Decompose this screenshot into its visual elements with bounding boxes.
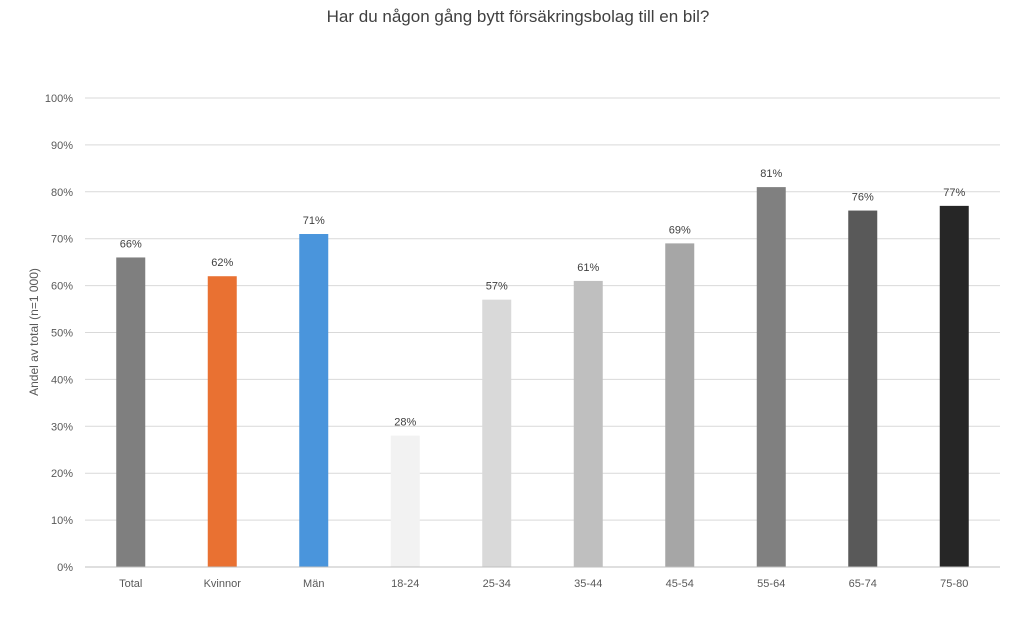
y-tick-label: 30%: [51, 421, 73, 433]
y-tick-label: 50%: [51, 328, 73, 340]
data-label: 69%: [669, 224, 691, 236]
y-tick-label: 90%: [51, 140, 73, 152]
y-tick-label: 10%: [51, 515, 73, 527]
data-label: 61%: [577, 262, 599, 274]
x-tick-label: 45-54: [666, 578, 694, 590]
y-tick-label: 60%: [51, 281, 73, 293]
x-tick-label: 25-34: [483, 578, 511, 590]
x-tick-label: Kvinnor: [204, 578, 242, 590]
x-tick-label: Män: [303, 578, 324, 590]
x-tick-label: 18-24: [391, 578, 419, 590]
x-tick-label: 65-74: [849, 578, 877, 590]
chart-title: Har du någon gång bytt försäkringsbolag …: [327, 7, 710, 26]
data-label: 71%: [303, 215, 325, 227]
y-axis-label: Andel av total (n=1 000): [27, 268, 41, 396]
bar: [573, 280, 603, 567]
data-label: 66%: [120, 238, 142, 250]
bar: [665, 243, 695, 567]
bar: [390, 435, 420, 567]
bar: [482, 299, 512, 567]
data-label: 81%: [760, 168, 782, 180]
bars: [116, 187, 969, 568]
y-tick-label: 100%: [45, 93, 73, 105]
x-tick-label: 55-64: [757, 578, 785, 590]
data-label: 76%: [852, 192, 874, 204]
data-label: 77%: [943, 187, 965, 199]
bar: [299, 234, 329, 567]
x-axis-ticks: Total Kvinnor Män 18-24 25-34 35-44 45-54 55-64…: [119, 578, 968, 590]
x-tick-label: Total: [119, 578, 142, 590]
x-tick-label: 35-44: [574, 578, 602, 590]
bar: [848, 210, 878, 567]
data-label: 57%: [486, 281, 508, 293]
data-label: 28%: [394, 417, 416, 429]
y-tick-label: 70%: [51, 234, 73, 246]
y-tick-label: 0%: [57, 562, 73, 574]
data-labels: 66% 62% 71% 28% 57% 61% 69% 81% 76% 77%: [120, 168, 966, 429]
bar: [116, 257, 146, 567]
x-tick-label: 75-80: [940, 578, 968, 590]
data-label: 62%: [211, 257, 233, 269]
y-tick-label: 80%: [51, 187, 73, 199]
bar: [939, 205, 969, 567]
bar: [756, 187, 786, 568]
y-tick-label: 40%: [51, 374, 73, 386]
y-tick-label: 20%: [51, 468, 73, 480]
gridlines: [85, 97, 1000, 521]
bar: [207, 276, 237, 567]
y-axis-ticks: 0% 10% 20% 30% 40% 50% 60% 70% 80% 90% 100%: [45, 93, 73, 574]
